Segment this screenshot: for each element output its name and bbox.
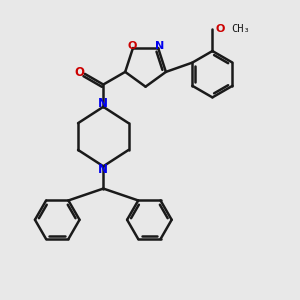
Text: N: N: [98, 163, 108, 176]
Text: O: O: [216, 24, 225, 34]
Text: N: N: [155, 41, 164, 51]
Text: CH₃: CH₃: [231, 24, 250, 34]
Text: O: O: [74, 66, 84, 79]
Text: O: O: [127, 41, 136, 51]
Text: N: N: [98, 98, 108, 110]
